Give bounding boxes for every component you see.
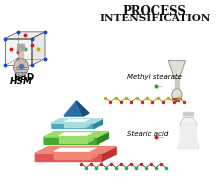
Polygon shape [90,148,97,159]
Polygon shape [44,132,108,137]
Polygon shape [59,136,88,143]
Polygon shape [64,113,89,116]
Polygon shape [70,101,89,113]
Polygon shape [64,120,90,122]
Text: HSM: HSM [10,77,32,86]
Polygon shape [64,101,76,116]
Polygon shape [85,120,90,128]
Polygon shape [52,123,94,129]
Polygon shape [54,152,90,159]
Polygon shape [88,133,93,143]
Polygon shape [183,112,193,115]
Ellipse shape [14,59,28,76]
Text: Stearic acid: Stearic acid [127,131,169,137]
Polygon shape [54,148,97,152]
Polygon shape [178,118,199,149]
Ellipse shape [172,89,182,101]
Text: PROCESS: PROCESS [123,5,187,18]
Polygon shape [97,132,108,144]
Polygon shape [184,115,193,118]
Text: INTENSIFICATION: INTENSIFICATION [99,14,211,23]
Polygon shape [175,79,179,89]
Polygon shape [19,50,23,60]
Text: Methyl stearate: Methyl stearate [127,74,182,80]
Polygon shape [35,147,49,161]
Text: BBD: BBD [13,73,34,82]
Polygon shape [175,98,179,101]
Polygon shape [102,147,116,161]
Polygon shape [55,132,108,139]
Polygon shape [64,122,85,128]
Polygon shape [49,147,116,154]
Polygon shape [35,147,116,153]
Polygon shape [179,122,198,149]
Polygon shape [5,32,45,39]
Polygon shape [94,119,102,129]
Polygon shape [32,32,45,65]
Polygon shape [17,44,25,50]
Polygon shape [64,101,83,116]
Polygon shape [44,132,55,144]
Polygon shape [5,39,32,65]
Polygon shape [35,153,102,161]
Polygon shape [52,119,102,123]
Polygon shape [52,119,60,129]
Polygon shape [44,137,97,144]
Polygon shape [168,60,185,79]
Polygon shape [59,133,93,136]
Polygon shape [76,101,89,116]
Polygon shape [60,119,102,124]
